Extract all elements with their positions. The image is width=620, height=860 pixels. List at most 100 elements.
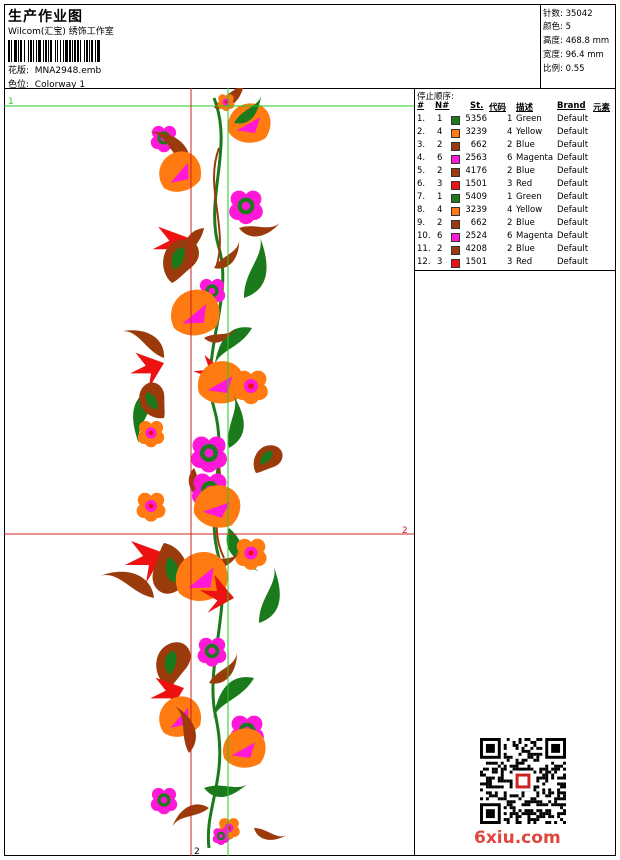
barcode-bar bbox=[24, 40, 25, 62]
barcode-bar bbox=[89, 40, 90, 62]
qr-module bbox=[542, 773, 546, 777]
cell-n: 6 bbox=[437, 231, 443, 241]
qr-module bbox=[509, 779, 513, 783]
qr-module bbox=[515, 743, 519, 747]
qr-module bbox=[480, 782, 483, 786]
qr-module bbox=[506, 800, 510, 804]
color-swatch bbox=[451, 259, 460, 268]
cell-desc: Red bbox=[516, 257, 533, 267]
qr-module bbox=[557, 776, 561, 780]
qr-module bbox=[542, 788, 546, 792]
cell-desc: Green bbox=[516, 192, 542, 202]
cell-n: 3 bbox=[437, 257, 443, 267]
qr-module bbox=[482, 782, 486, 786]
col-index: # bbox=[417, 101, 425, 111]
cell-stitches: 4208 bbox=[465, 244, 487, 254]
qr-module bbox=[521, 803, 525, 807]
qr-module bbox=[563, 794, 566, 798]
spec-stitches: 针数: 35042 bbox=[543, 9, 593, 19]
color-swatch bbox=[451, 129, 460, 138]
qr-module bbox=[536, 776, 540, 780]
qr-module bbox=[563, 776, 566, 780]
qr-module bbox=[491, 794, 495, 798]
qr-module bbox=[557, 815, 561, 819]
company-name: Wilcom(汇宝) 绣饰工作室 bbox=[8, 27, 114, 37]
qr-module bbox=[485, 767, 489, 771]
design-value: MNA2948.emb bbox=[34, 66, 102, 76]
qr-module bbox=[536, 746, 540, 750]
cell-desc: Blue bbox=[516, 166, 535, 176]
qr-module bbox=[557, 797, 561, 801]
qr-module bbox=[518, 740, 522, 744]
qr-module bbox=[480, 797, 483, 801]
qr-module bbox=[545, 770, 549, 774]
embroidery-design: 1 2 2 bbox=[4, 88, 414, 856]
qr-module bbox=[503, 806, 507, 810]
qr-module bbox=[548, 821, 552, 824]
qr-module bbox=[503, 746, 507, 750]
barcode-bar bbox=[95, 40, 96, 62]
table-row: 11. 2 4208 2 Blue Default bbox=[417, 244, 616, 257]
qr-module bbox=[521, 758, 525, 762]
qr-module bbox=[509, 794, 513, 798]
table-row: 2. 4 3239 4 Yellow Default bbox=[417, 127, 616, 140]
cell-n: 2 bbox=[437, 166, 443, 176]
qr-module bbox=[515, 761, 519, 765]
qr-module bbox=[551, 761, 555, 765]
barcode-bar bbox=[38, 40, 41, 62]
qr-module bbox=[527, 800, 531, 804]
guide-label-1: 1 bbox=[8, 97, 14, 107]
color-swatch bbox=[451, 220, 460, 229]
qr-module bbox=[497, 785, 501, 789]
qr-module bbox=[533, 821, 537, 824]
qr-module bbox=[503, 764, 507, 768]
cell-n: 2 bbox=[437, 218, 443, 228]
qr-module bbox=[557, 764, 561, 768]
table-header: # N# St. 代码 描述 Brand 元素 bbox=[417, 101, 616, 114]
qr-module bbox=[542, 791, 546, 795]
cell-stitches: 4176 bbox=[465, 166, 487, 176]
qr-module bbox=[551, 776, 555, 780]
cell-brand: Default bbox=[557, 218, 589, 228]
qr-module bbox=[539, 815, 543, 819]
qr-module bbox=[536, 803, 540, 807]
qr-module bbox=[497, 797, 501, 801]
qr-module bbox=[533, 800, 537, 804]
qr-module bbox=[509, 800, 513, 804]
cell-n: 2 bbox=[437, 140, 443, 150]
cell-stitches: 3239 bbox=[465, 127, 487, 137]
qr-module bbox=[542, 767, 546, 771]
qr-module bbox=[521, 749, 525, 753]
qr-module bbox=[536, 779, 540, 783]
cell-index: 9. bbox=[417, 218, 426, 228]
qr-module bbox=[524, 738, 528, 741]
cell-index: 5. bbox=[417, 166, 426, 176]
qr-module bbox=[533, 758, 537, 762]
color-swatch bbox=[451, 194, 460, 203]
qr-module bbox=[542, 815, 546, 819]
cell-desc: Blue bbox=[516, 218, 535, 228]
barcode-bar bbox=[48, 40, 49, 62]
page-frame bbox=[4, 4, 616, 856]
qr-module bbox=[530, 752, 534, 756]
qr-module bbox=[500, 773, 504, 777]
qr-module bbox=[503, 755, 507, 759]
qr-module bbox=[518, 761, 522, 765]
qr-module bbox=[551, 803, 555, 807]
qr-module bbox=[494, 791, 498, 795]
guide-label-2-bottom: 2 bbox=[194, 847, 200, 856]
barcode-bar bbox=[33, 40, 34, 62]
color-swatch bbox=[451, 155, 460, 164]
qr-module bbox=[485, 797, 489, 801]
qr-module bbox=[506, 758, 510, 762]
qr-module bbox=[485, 791, 489, 795]
cell-index: 2. bbox=[417, 127, 426, 137]
qr-module bbox=[497, 779, 501, 783]
cell-stitches: 2563 bbox=[465, 153, 487, 163]
qr-module bbox=[482, 767, 486, 771]
table-row: 8. 4 3239 4 Yellow Default bbox=[417, 205, 616, 218]
qr-module bbox=[524, 803, 528, 807]
qr-code-image bbox=[480, 738, 566, 824]
qr-module bbox=[485, 785, 489, 789]
qr-module bbox=[527, 821, 531, 824]
